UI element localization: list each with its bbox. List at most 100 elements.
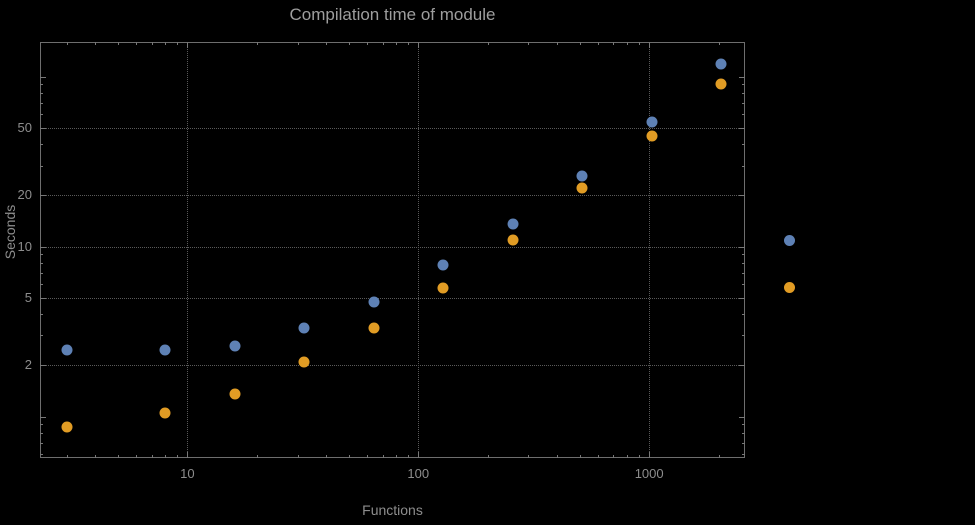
- y-axis-tick: [742, 424, 745, 426]
- y-axis-tick: [40, 432, 43, 434]
- x-axis-tick: [367, 455, 369, 458]
- y-gridline: [40, 365, 745, 367]
- x-axis-tick: [528, 42, 530, 45]
- data-point-series-1: [368, 296, 380, 308]
- y-axis-tick: [739, 195, 745, 197]
- x-tick-label: 100: [407, 466, 430, 481]
- y-axis-tick: [739, 416, 745, 418]
- x-axis-tick: [597, 42, 599, 45]
- x-axis-tick: [165, 455, 166, 458]
- data-point-series-2: [646, 130, 658, 142]
- y-axis-tick: [742, 335, 745, 337]
- y-axis-tick: [40, 442, 43, 444]
- x-axis-tick: [117, 42, 119, 45]
- y-axis-tick: [742, 254, 745, 256]
- x-axis-tick: [297, 455, 299, 458]
- legend-marker-series-2: [784, 282, 795, 293]
- x-axis-tick: [395, 42, 397, 45]
- data-point-series-1: [646, 116, 658, 128]
- x-axis-tick: [418, 452, 420, 458]
- legend: [784, 235, 796, 329]
- x-axis-tick: [176, 455, 178, 458]
- x-axis-tick: [613, 455, 615, 458]
- x-axis-tick: [418, 42, 420, 48]
- x-axis-tick: [649, 42, 651, 48]
- x-axis-tick: [117, 455, 119, 458]
- y-axis-tick: [40, 314, 43, 316]
- y-axis-tick: [40, 114, 43, 116]
- y-gridline: [40, 195, 745, 197]
- y-axis-tick: [742, 314, 745, 316]
- y-axis-tick: [742, 263, 745, 265]
- y-axis-tick: [40, 424, 43, 426]
- x-axis-tick: [136, 42, 138, 45]
- data-point-series-1: [437, 259, 449, 271]
- y-axis-tick: [40, 335, 43, 337]
- y-axis-tick: [739, 246, 745, 248]
- y-tick-label: 5: [24, 289, 32, 305]
- data-point-series-2: [61, 421, 73, 433]
- x-axis-tick: [165, 42, 166, 45]
- y-axis-tick: [742, 454, 745, 456]
- y-gridline: [40, 297, 745, 299]
- x-axis-tick: [579, 42, 581, 45]
- x-axis-tick: [326, 455, 328, 458]
- y-axis-tick: [40, 165, 43, 167]
- y-axis-tick: [739, 76, 745, 78]
- y-axis-tick: [40, 416, 46, 418]
- x-gridline: [649, 42, 651, 458]
- x-axis-tick: [187, 452, 189, 458]
- data-point-series-1: [507, 218, 519, 230]
- x-axis-tick: [348, 455, 350, 458]
- y-axis-tick: [742, 114, 745, 116]
- y-axis-tick: [742, 272, 745, 274]
- y-axis-tick: [742, 432, 745, 434]
- x-axis-tick: [718, 455, 720, 458]
- y-axis-tick: [742, 103, 745, 104]
- x-tick-label: 1000: [634, 466, 664, 481]
- data-point-series-1: [576, 170, 588, 182]
- y-axis-tick: [742, 284, 745, 286]
- y-axis-tick: [40, 297, 46, 299]
- y-axis-tick: [40, 103, 43, 104]
- x-axis-tick: [407, 42, 409, 45]
- data-point-series-2: [715, 78, 727, 90]
- data-point-series-1: [61, 344, 73, 356]
- y-tick-label: 50: [17, 119, 32, 135]
- x-axis-tick: [626, 455, 628, 458]
- x-axis-tick: [348, 42, 350, 45]
- x-axis-tick: [557, 42, 559, 45]
- x-axis-tick: [151, 455, 153, 458]
- y-axis-tick: [742, 93, 745, 95]
- legend-marker-series-1: [784, 235, 795, 246]
- y-axis-tick: [739, 127, 745, 129]
- y-gridline: [40, 127, 745, 129]
- y-axis-tick: [40, 365, 46, 367]
- y-axis-tick: [40, 144, 43, 146]
- y-axis-tick: [40, 254, 43, 256]
- y-axis-tick: [40, 93, 43, 95]
- y-axis-tick: [742, 144, 745, 146]
- x-axis-tick: [176, 42, 178, 45]
- x-axis-tick: [382, 42, 384, 45]
- x-axis-tick: [95, 42, 97, 45]
- chart-title: Compilation time of module: [289, 5, 496, 24]
- x-axis-tick: [395, 455, 397, 458]
- x-axis-tick: [382, 455, 384, 458]
- y-axis-tick: [742, 165, 745, 167]
- x-axis-tick: [613, 42, 615, 45]
- y-axis-tick: [40, 84, 43, 86]
- x-axis-tick: [407, 455, 409, 458]
- y-axis-tick: [40, 454, 43, 456]
- data-point-series-1: [298, 322, 310, 334]
- x-axis-tick: [66, 42, 68, 45]
- x-axis-tick: [557, 455, 559, 458]
- y-axis-tick: [40, 272, 43, 274]
- x-axis-tick: [649, 452, 651, 458]
- y-axis-tick: [40, 263, 43, 265]
- y-axis-tick: [739, 297, 745, 299]
- y-axis-tick: [40, 195, 46, 197]
- x-tick-label: 10: [180, 466, 195, 481]
- data-point-series-2: [576, 182, 588, 194]
- x-axis-tick: [136, 455, 138, 458]
